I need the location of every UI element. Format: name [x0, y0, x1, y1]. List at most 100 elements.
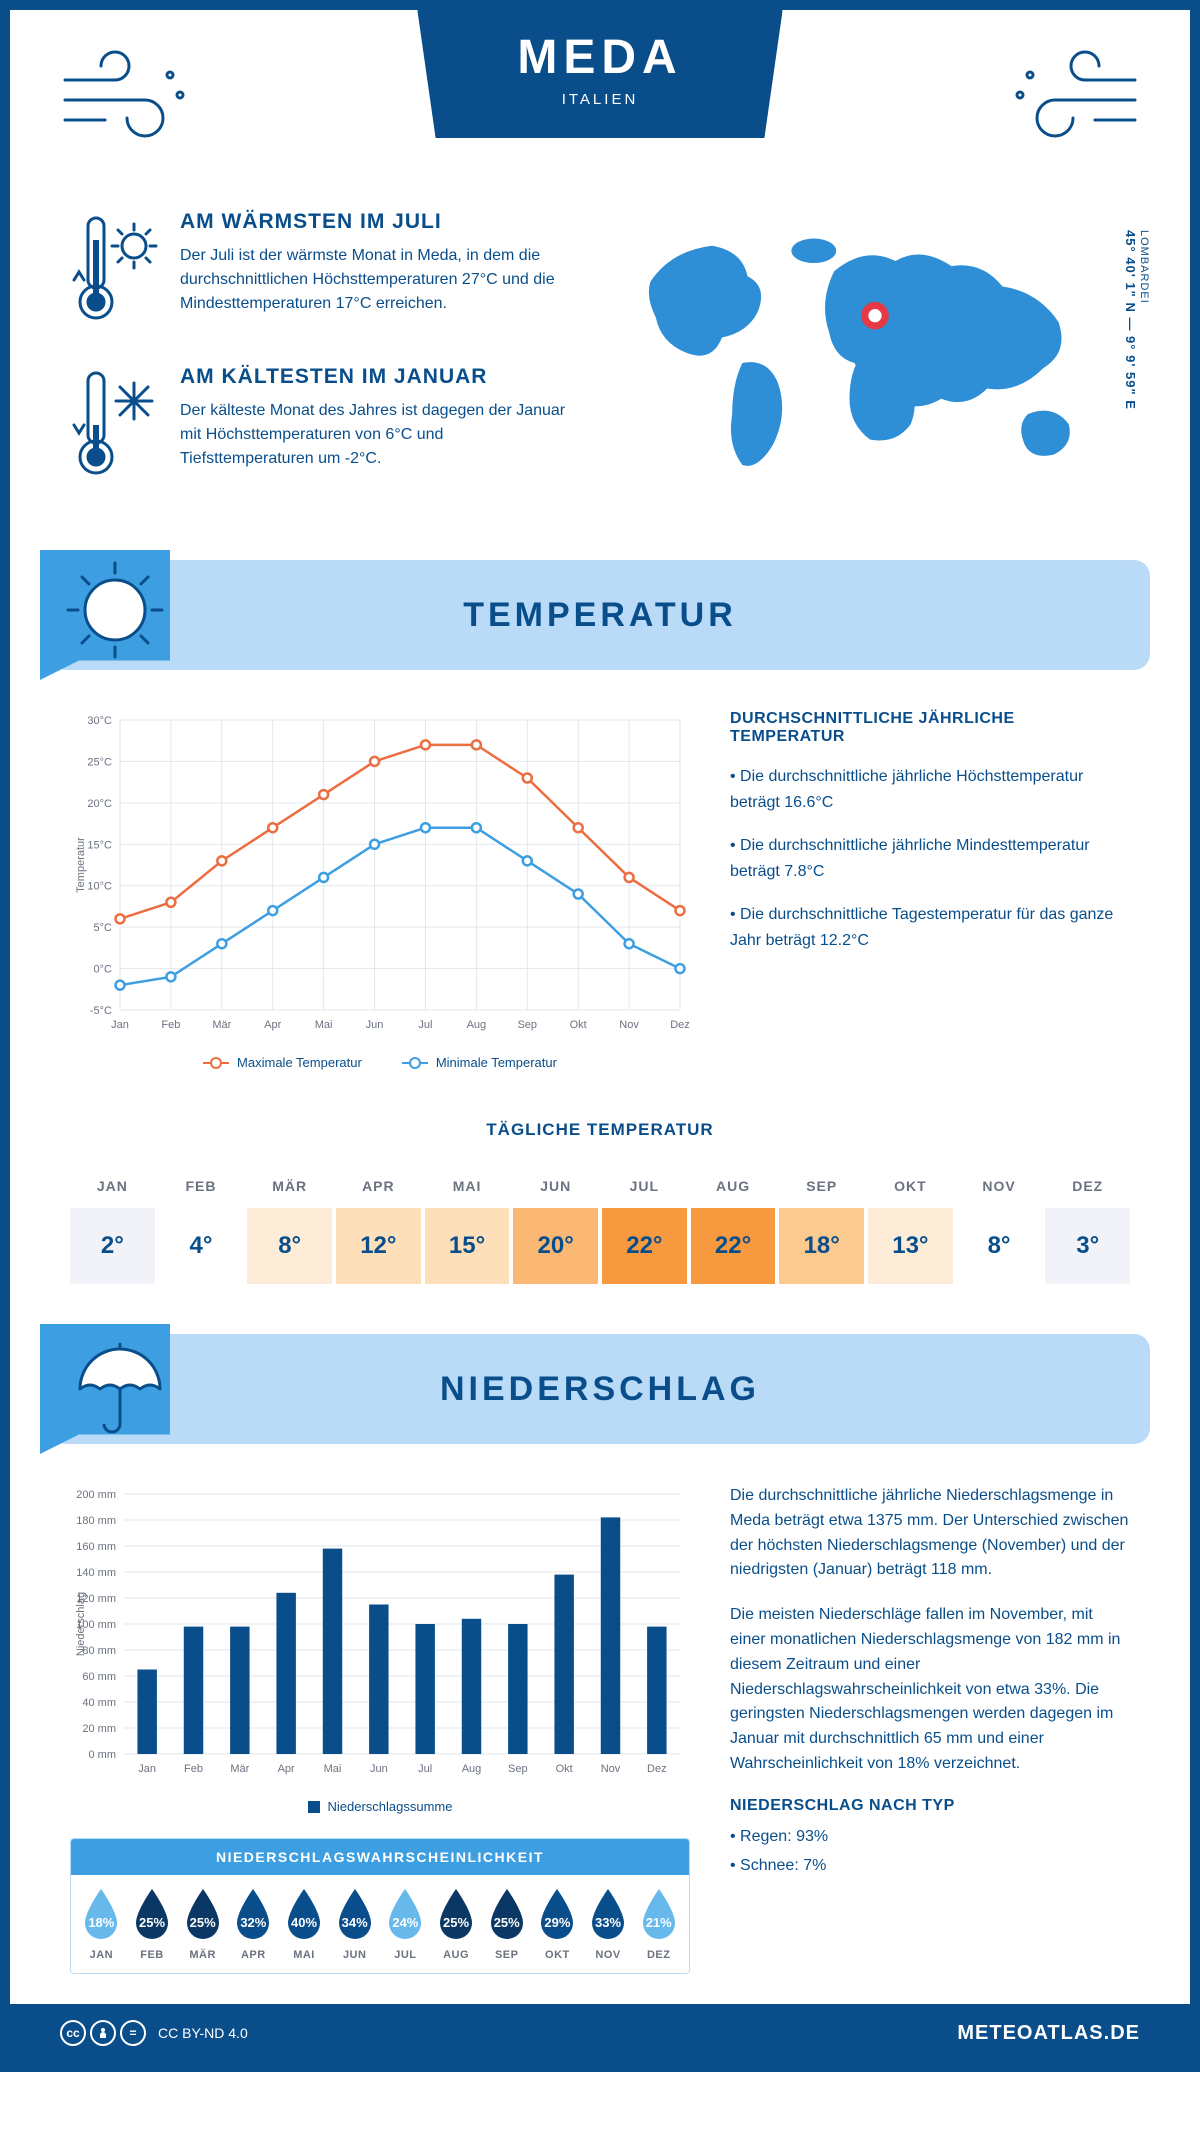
daily-cell: JUL22°: [602, 1164, 687, 1284]
svg-text:5°C: 5°C: [94, 922, 113, 934]
prob-cell: 29% OKT: [533, 1887, 582, 1961]
daily-temp-table: TÄGLICHE TEMPERATUR JAN2°FEB4°MÄR8°APR12…: [10, 1100, 1190, 1324]
title-banner: MEDA ITALIEN: [417, 10, 782, 138]
svg-text:180 mm: 180 mm: [76, 1515, 116, 1527]
prob-cell: 32% APR: [229, 1887, 278, 1961]
country-name: ITALIEN: [517, 91, 682, 108]
intro-section: AM WÄRMSTEN IM JULI Der Juli ist der wär…: [10, 210, 1190, 550]
precip-info-text: Die durchschnittliche jährliche Niedersc…: [730, 1484, 1130, 1974]
raindrop-icon: 34%: [333, 1887, 377, 1941]
svg-text:60 mm: 60 mm: [82, 1671, 116, 1683]
svg-text:Jun: Jun: [370, 1763, 388, 1775]
thermometer-snow-icon: [70, 365, 160, 490]
svg-text:Temperatur: Temperatur: [75, 837, 87, 893]
svg-text:Okt: Okt: [570, 1019, 587, 1031]
raindrop-icon: 25%: [434, 1887, 478, 1941]
svg-text:Jan: Jan: [111, 1019, 129, 1031]
cold-text: Der kälteste Monat des Jahres ist dagege…: [180, 399, 580, 471]
prob-cell: 40% MAI: [280, 1887, 329, 1961]
header: MEDA ITALIEN: [10, 10, 1190, 210]
svg-text:160 mm: 160 mm: [76, 1541, 116, 1553]
legend-precip: Niederschlagssumme: [308, 1799, 453, 1814]
site-name: METEOATLAS.DE: [957, 2022, 1140, 2045]
raindrop-icon: 25%: [130, 1887, 174, 1941]
svg-text:Apr: Apr: [278, 1763, 295, 1775]
prob-cell: 34% JUN: [330, 1887, 379, 1961]
daily-cell: FEB4°: [159, 1164, 244, 1284]
raindrop-icon: 33%: [586, 1887, 630, 1941]
svg-text:Jan: Jan: [138, 1763, 156, 1775]
coordinates: LOMBARDEI 45° 40' 1" N — 9° 9' 59" E: [1123, 230, 1150, 410]
umbrella-icon: [60, 1329, 170, 1439]
svg-text:Aug: Aug: [467, 1019, 487, 1031]
svg-text:Feb: Feb: [161, 1019, 180, 1031]
warm-text: Der Juli ist der wärmste Monat in Meda, …: [180, 244, 580, 316]
svg-text:140 mm: 140 mm: [76, 1567, 116, 1579]
daily-cell: OKT13°: [868, 1164, 953, 1284]
svg-text:Okt: Okt: [556, 1763, 573, 1775]
svg-text:Jul: Jul: [418, 1763, 432, 1775]
raindrop-icon: 25%: [181, 1887, 225, 1941]
svg-text:200 mm: 200 mm: [76, 1489, 116, 1501]
world-map: [620, 210, 1130, 496]
prob-cell: 21% DEZ: [634, 1887, 683, 1961]
city-name: MEDA: [517, 30, 682, 85]
svg-text:0 mm: 0 mm: [89, 1749, 117, 1761]
location-marker-icon: [865, 305, 885, 325]
cc-license-icon: cc =: [60, 2020, 146, 2046]
raindrop-icon: 18%: [79, 1887, 123, 1941]
raindrop-icon: 32%: [231, 1887, 275, 1941]
prob-cell: 25% FEB: [128, 1887, 177, 1961]
prob-cell: 25% AUG: [432, 1887, 481, 1961]
footer: cc = CC BY-ND 4.0 METEOATLAS.DE: [10, 2004, 1190, 2062]
raindrop-icon: 25%: [485, 1887, 529, 1941]
daily-cell: JUN20°: [513, 1164, 598, 1284]
daily-cell: SEP18°: [779, 1164, 864, 1284]
svg-text:15°C: 15°C: [87, 839, 112, 851]
svg-text:30°C: 30°C: [87, 715, 112, 727]
prob-cell: 33% NOV: [584, 1887, 633, 1961]
precip-probability-table: NIEDERSCHLAGSWAHRSCHEINLICHKEIT 18% JAN …: [70, 1838, 690, 1974]
precip-section-title: NIEDERSCHLAG: [50, 1370, 1150, 1409]
thermometer-sun-icon: [70, 210, 160, 335]
svg-text:Apr: Apr: [264, 1019, 281, 1031]
svg-text:25°C: 25°C: [87, 756, 112, 768]
svg-text:Sep: Sep: [508, 1763, 528, 1775]
warm-title: AM WÄRMSTEN IM JULI: [180, 210, 580, 234]
svg-text:20 mm: 20 mm: [82, 1723, 116, 1735]
infographic-page: MEDA ITALIEN A: [0, 0, 1200, 2072]
sun-icon: [60, 555, 170, 665]
license-text: CC BY-ND 4.0: [158, 2025, 248, 2041]
section-header-temp: TEMPERATUR: [50, 560, 1150, 670]
daily-cell: AUG22°: [691, 1164, 776, 1284]
legend-max: Maximale Temperatur: [203, 1055, 362, 1070]
svg-text:Jul: Jul: [418, 1019, 432, 1031]
cold-fact: AM KÄLTESTEN IM JANUAR Der kälteste Mona…: [70, 365, 580, 490]
svg-text:Mär: Mär: [230, 1763, 249, 1775]
daily-cell: MAI15°: [425, 1164, 510, 1284]
svg-text:Niederschlag: Niederschlag: [75, 1592, 87, 1656]
svg-text:Nov: Nov: [619, 1019, 639, 1031]
svg-text:0°C: 0°C: [94, 964, 113, 976]
svg-text:Aug: Aug: [462, 1763, 482, 1775]
temp-section-title: TEMPERATUR: [50, 596, 1150, 635]
svg-text:Dez: Dez: [670, 1019, 690, 1031]
raindrop-icon: 24%: [383, 1887, 427, 1941]
raindrop-icon: 29%: [535, 1887, 579, 1941]
svg-text:10°C: 10°C: [87, 881, 112, 893]
raindrop-icon: 40%: [282, 1887, 326, 1941]
svg-text:Dez: Dez: [647, 1763, 667, 1775]
prob-cell: 25% SEP: [482, 1887, 531, 1961]
svg-text:20°C: 20°C: [87, 798, 112, 810]
svg-text:Sep: Sep: [517, 1019, 537, 1031]
temp-line-chart: -5°C0°C5°C10°C15°C20°C25°C30°CJanFebMärA…: [70, 710, 690, 1070]
section-header-precip: NIEDERSCHLAG: [50, 1334, 1150, 1444]
svg-text:Mai: Mai: [315, 1019, 333, 1031]
cold-title: AM KÄLTESTEN IM JANUAR: [180, 365, 580, 389]
svg-text:Feb: Feb: [184, 1763, 203, 1775]
prob-cell: 18% JAN: [77, 1887, 126, 1961]
daily-cell: DEZ3°: [1045, 1164, 1130, 1284]
svg-text:Mär: Mär: [212, 1019, 231, 1031]
temp-info-text: DURCHSCHNITTLICHE JÄHRLICHE TEMPERATUR •…: [730, 710, 1130, 1070]
daily-cell: APR12°: [336, 1164, 421, 1284]
